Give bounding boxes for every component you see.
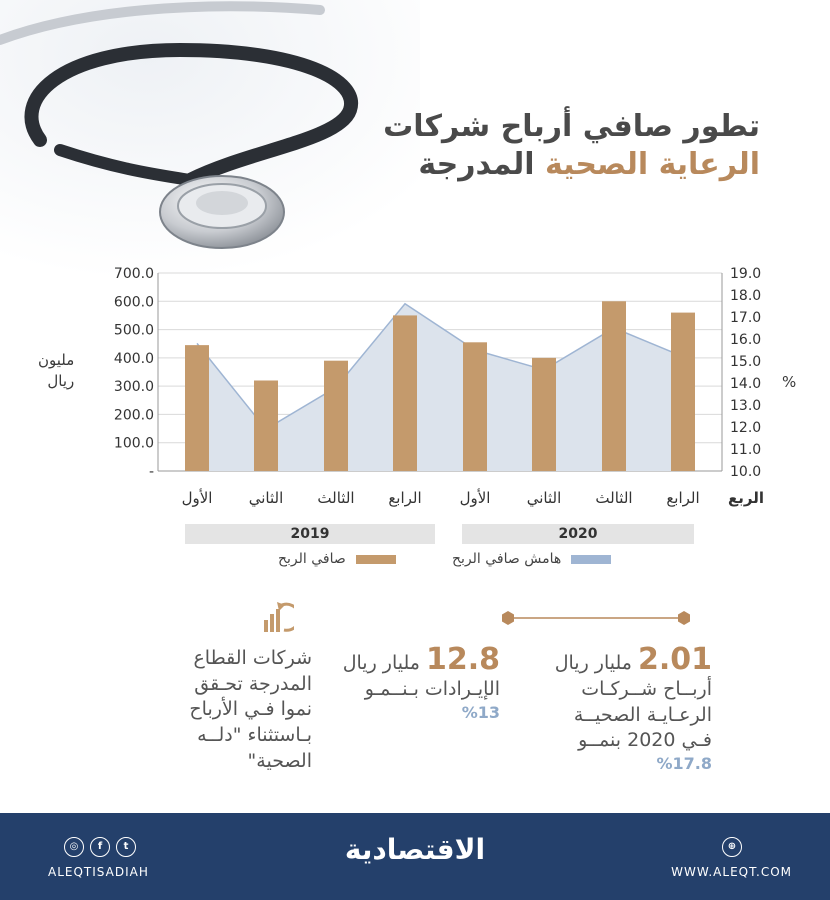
right-tick-label: 17.0 [730,310,761,326]
quarter-label: الأول [182,488,213,507]
title-highlight: الرعاية الصحية [544,147,760,183]
sector-note-line-1: شركات القطاع [193,647,312,669]
stat-net-profit-pct: %17.8 [656,753,712,773]
stats-divider [502,611,690,625]
stat-net-profit-line-1: أربــاح شــركـات [581,678,712,700]
stat-net-profit-line-2: الرعـايـة الصحيــة [573,703,712,726]
sector-note: شركات القطاع المدرجة تحـقق نموا فـي الأر… [189,646,312,774]
quarter-axis-label: الربع [728,489,764,507]
website-link[interactable]: WWW.ALEQT.COM [671,865,792,879]
left-tick-label: 100.0 [114,436,154,452]
profit-bar [463,342,487,471]
sector-note-line-4: بـاستثناء "دلــه [197,723,312,746]
profit-bar [254,380,278,471]
stat-net-profit-unit: مليار ريال [554,652,632,674]
sector-note-line-5: الصحية" [247,749,312,772]
year-band-2019: 2019 [185,524,435,544]
profit-bar [324,360,348,471]
quarter-label: الرابع [666,489,699,507]
brand-logo[interactable]: الاقتصادية [344,833,486,866]
legend-bars: صافي الربح [278,551,396,567]
right-tick-label: 11.0 [730,442,761,458]
profit-bar [185,345,209,471]
quarter-label: الثاني [527,489,562,508]
left-tick-label: - [149,464,154,480]
stat-net-profit: 2.01مليار ريال أربــاح شــركـات الرعـايـ… [555,642,712,773]
right-tick-label: 13.0 [730,398,761,414]
profit-bar [393,315,417,471]
stat-net-profit-line-3: فـي 2020 بنمــو [578,729,712,752]
facebook-icon[interactable]: f [90,837,110,857]
right-tick-label: 16.0 [730,332,761,348]
globe-icon[interactable]: ⊕ [722,837,742,857]
divider-dot-left [502,611,514,625]
margin-area [197,303,683,471]
profit-bar [671,312,695,471]
profit-bar [532,357,556,471]
divider-dot-right [678,611,690,625]
quarter-label: الثالث [317,489,354,507]
legend-bar-swatch [355,554,396,564]
right-tick-label: 15.0 [730,354,761,370]
stat-revenue-unit: مليار ريال [342,652,420,674]
stat-revenue-value: 12.8 [425,642,500,677]
stat-revenue-pct: %13 [461,702,500,722]
bar-layer [185,301,695,471]
year-band-2020: 2020 [462,524,694,544]
profit-chart: - 100.0 200.0 300.0 400.0 500.0 600.0 700.0 10.0… [114,266,764,508]
title-line-2: الرعاية الصحية المدرجة [383,146,760,184]
sector-note-line-3: نموا فـي الأرباح [189,698,312,721]
quarter-label: الثاني [249,489,284,508]
sector-note-line-2: المدرجة تحـقق [194,672,312,695]
legend-area: هامش صافي الربح [452,551,612,567]
left-tick-label: 400.0 [114,351,154,367]
left-tick-label: 500.0 [114,323,154,339]
right-tick-label: 10.0 [730,464,761,480]
right-tick-label: 14.0 [730,376,761,392]
left-tick-label: 600.0 [114,294,154,310]
title-line-1: تطور صافي أرباح شركات [383,109,760,144]
social-handle[interactable]: ALEQTISADIAH [48,865,149,879]
left-axis-unit: مليون ريال [38,350,74,392]
instagram-icon[interactable]: ◎ [64,837,84,857]
left-axis-unit-line-2: ريال [47,372,75,390]
right-tick-label: 19.0 [730,266,761,282]
stethoscope-illustration [0,0,420,280]
right-tick-label: 18.0 [730,288,761,304]
stat-revenue-line-1: الإيـرادات بـنــمـو [364,678,500,700]
legend-area-label: هامش صافي الربح [452,551,562,567]
right-axis-unit: % [782,373,797,391]
twitter-icon[interactable]: t [116,837,136,857]
left-axis-unit-line-1: مليون [38,351,75,369]
quarter-label: الأول [460,488,491,507]
legend-area-swatch [571,554,612,564]
title-line-2-rest: المدرجة [418,147,535,183]
stat-net-profit-value: 2.01 [637,642,712,677]
stat-revenue: 12.8مليار ريال الإيـرادات بـنــمـو %13 [343,642,500,722]
right-tick-label: 12.0 [730,420,761,436]
left-tick-label: 300.0 [114,379,154,395]
quarter-label: الرابع [388,489,421,507]
chart-title: تطور صافي أرباح شركات الرعاية الصحية الم… [383,108,760,185]
tick-layer: - 100.0 200.0 300.0 400.0 500.0 600.0 700.0 10.0… [114,266,761,508]
left-tick-label: 200.0 [114,407,154,423]
growth-chart-icon [264,602,294,632]
footer: ◎ f t ⊕ الاقتصادية ALEQTISADIAH WWW.ALEQ… [0,813,830,900]
left-tick-label: 700.0 [114,266,154,282]
profit-bar [602,301,626,471]
legend-bars-label: صافي الربح [278,551,346,567]
quarter-label: الثالث [595,489,632,507]
